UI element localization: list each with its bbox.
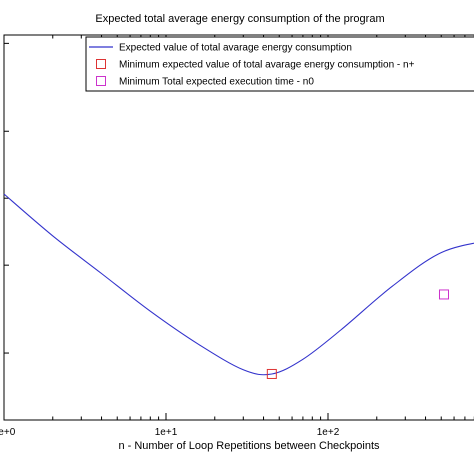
marker-n0 [438, 289, 449, 300]
legend-box [85, 36, 474, 92]
legend: Expected value of total avarage energy c… [85, 36, 474, 92]
x-axis-label: n - Number of Loop Repetitions between C… [118, 440, 380, 452]
legend-entry-label: Minimum Total expected execution time - … [119, 77, 314, 88]
plot-area [3, 34, 474, 421]
legend-entry-label: Expected value of total avarage energy c… [119, 43, 352, 54]
x-tick-label: 1e+2 [317, 427, 340, 438]
axis-ticks: 1e+0 1e+1 1e+2 [0, 35, 474, 438]
x-tick-label: 1e+1 [155, 427, 178, 438]
x-tick-label: 1e+0 [0, 427, 16, 438]
legend-marker-swatch [96, 59, 106, 69]
legend-entry-label: Minimum expected value of total avarage … [119, 60, 415, 71]
series-markers [266, 289, 449, 379]
legend-marker-swatch [96, 76, 106, 86]
chart-title: Expected total average energy consumptio… [95, 13, 384, 25]
series-line-energy [3, 193, 474, 376]
marker-n-plus [266, 368, 277, 379]
